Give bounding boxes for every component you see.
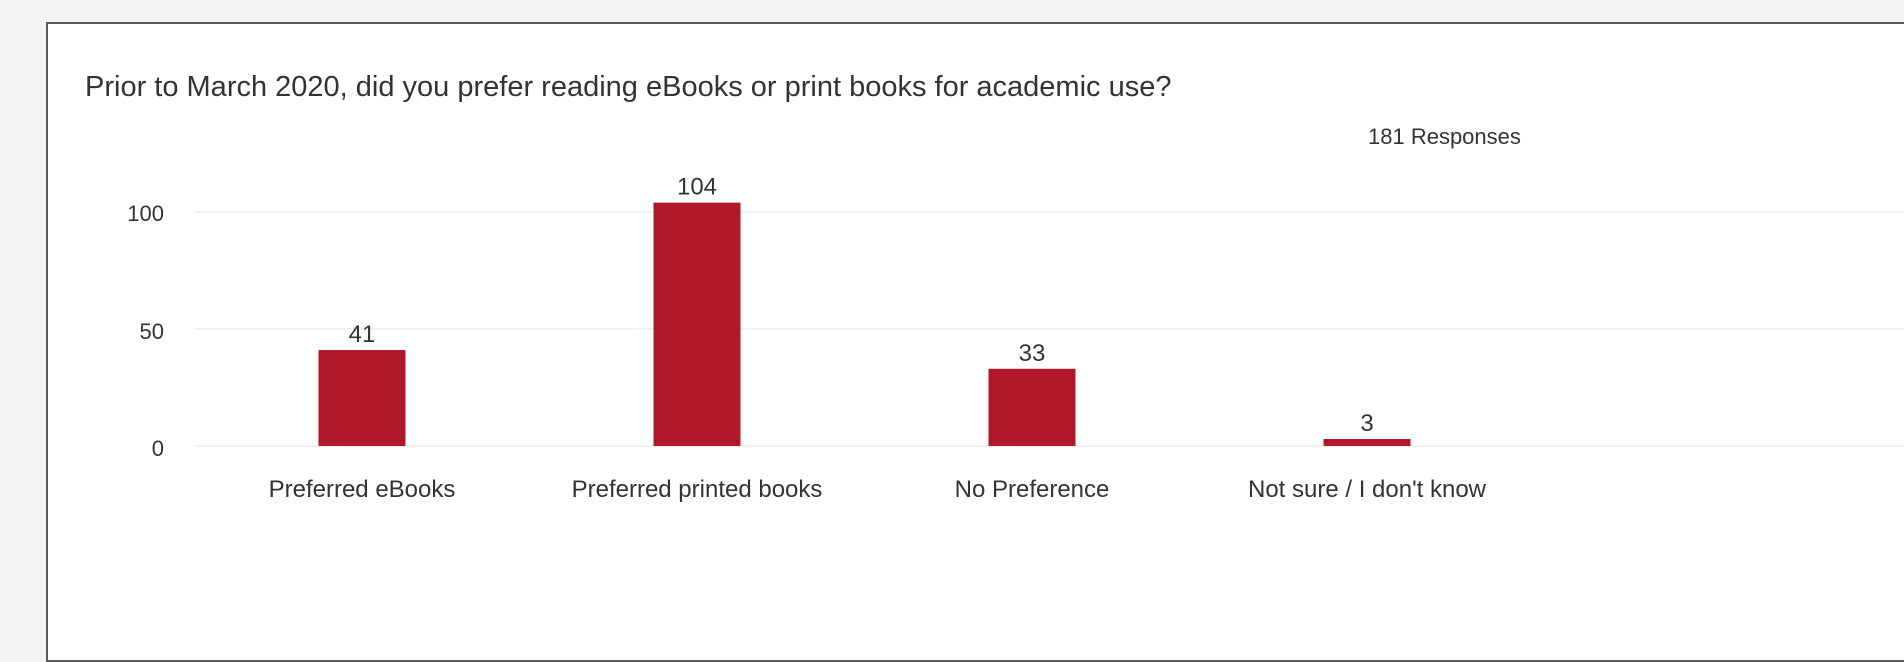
x-category-label-preferred-printed-books: Preferred printed books: [572, 476, 823, 503]
bar-0: [318, 350, 406, 446]
bar-3: [1323, 438, 1411, 446]
bars: [318, 202, 1411, 446]
chart-title: Prior to March 2020, did you prefer read…: [85, 71, 1171, 103]
bar-1: [653, 202, 741, 446]
bar-value-label-3: 3: [1360, 410, 1373, 437]
responses-count: 181 Responses: [1368, 124, 1521, 149]
y-tick-label-50: 50: [140, 319, 164, 344]
chart-frame: [46, 22, 1904, 662]
x-category-label-not-sure: Not sure / I don't know: [1248, 476, 1487, 503]
y-tick-label-0: 0: [152, 436, 164, 461]
bar-value-label-0: 41: [349, 321, 376, 348]
bar-2: [988, 368, 1076, 446]
bar-chart: Prior to March 2020, did you prefer read…: [85, 71, 1904, 503]
x-category-label-preferred-ebooks: Preferred eBooks: [269, 476, 456, 503]
y-tick-label-100: 100: [127, 201, 164, 226]
bar-value-label-1: 104: [677, 174, 717, 201]
x-category-label-no-preference: No Preference: [955, 476, 1110, 503]
bar-value-label-2: 33: [1019, 340, 1046, 367]
